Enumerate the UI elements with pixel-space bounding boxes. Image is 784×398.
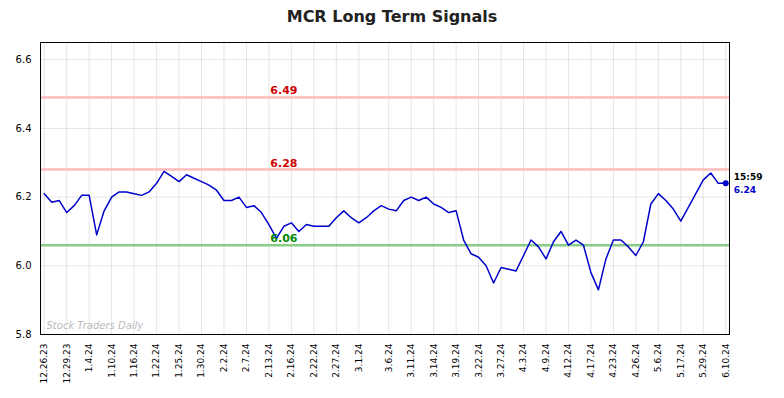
svg-text:5.8: 5.8 [16, 329, 32, 340]
svg-text:2.16.24: 2.16.24 [286, 343, 296, 378]
svg-text:4.17.24: 4.17.24 [586, 343, 596, 378]
svg-text:Stock Traders Daily: Stock Traders Daily [47, 320, 145, 331]
svg-text:12.29.23: 12.29.23 [62, 344, 72, 384]
svg-text:6.24: 6.24 [734, 185, 756, 195]
svg-text:5.29.24: 5.29.24 [698, 343, 708, 378]
html-text:MCR Long Term Signals: MCR Long Term Signals [286, 7, 498, 26]
svg-text:2.13.24: 2.13.24 [264, 343, 274, 378]
svg-text:6.28: 6.28 [270, 157, 297, 170]
svg-text:6.2: 6.2 [16, 191, 32, 202]
svg-text:1.22.24: 1.22.24 [151, 343, 161, 378]
svg-text:1.16.24: 1.16.24 [129, 343, 139, 378]
svg-text:2.27.24: 2.27.24 [331, 343, 341, 378]
svg-text:2.2.24: 2.2.24 [219, 343, 229, 372]
svg-text:3.6.24: 3.6.24 [384, 343, 394, 372]
svg-text:3.19.24: 3.19.24 [451, 343, 461, 378]
svg-text:6.6: 6.6 [16, 54, 32, 65]
svg-text:1.4.24: 1.4.24 [84, 343, 94, 372]
svg-text:3.11.24: 3.11.24 [406, 343, 416, 378]
svg-text:2.7.24: 2.7.24 [241, 343, 251, 372]
svg-text:12.26.23: 12.26.23 [39, 344, 49, 384]
svg-text:3.14.24: 3.14.24 [429, 343, 439, 378]
svg-text:4.26.24: 4.26.24 [631, 343, 641, 378]
svg-text:6.4: 6.4 [16, 123, 32, 134]
svg-text:4.23.24: 4.23.24 [608, 343, 618, 378]
svg-text:1.25.24: 1.25.24 [174, 343, 184, 378]
svg-text:5.17.24: 5.17.24 [676, 343, 686, 378]
svg-text:15:59: 15:59 [734, 172, 763, 182]
svg-text:1.30.24: 1.30.24 [196, 343, 206, 378]
svg-text:6.06: 6.06 [270, 232, 297, 245]
svg-text:3.27.24: 3.27.24 [496, 343, 506, 378]
svg-text:2.22.24: 2.22.24 [309, 343, 319, 378]
svg-text:4.9.24: 4.9.24 [541, 343, 551, 372]
svg-text:4.3.24: 4.3.24 [518, 343, 528, 372]
svg-text:5.6.24: 5.6.24 [653, 343, 663, 372]
svg-text:6.49: 6.49 [270, 84, 297, 97]
svg-text:3.22.24: 3.22.24 [473, 343, 483, 378]
svg-text:3.1.24: 3.1.24 [354, 343, 364, 372]
svg-text:6.10.24: 6.10.24 [721, 343, 731, 378]
svg-text:1.10.24: 1.10.24 [107, 343, 117, 378]
svg-text:4.12.24: 4.12.24 [563, 343, 573, 378]
svg-text:6.0: 6.0 [16, 260, 32, 271]
